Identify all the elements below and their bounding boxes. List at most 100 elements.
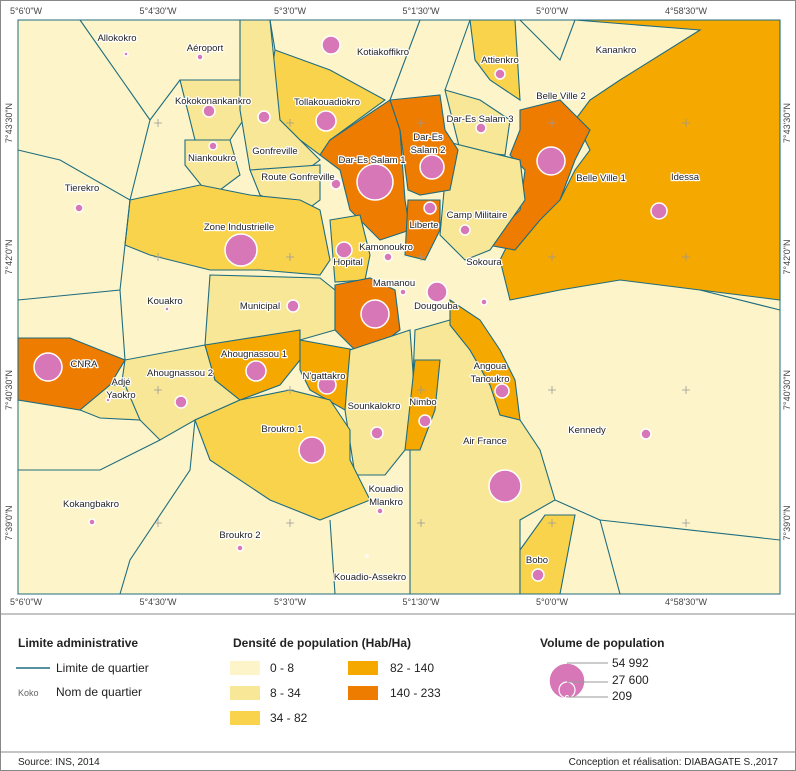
density-label: 8 - 34 — [270, 686, 301, 700]
graticule-cross — [682, 253, 690, 261]
quartier-name: Salam 2 — [411, 145, 446, 156]
quartier-name: Belle Ville 1 — [576, 173, 625, 184]
population-circle — [33, 352, 63, 382]
population-circles — [33, 35, 668, 582]
polygon — [486, 99, 591, 251]
name-sample: Koko — [18, 688, 39, 698]
graticule-cross — [417, 253, 425, 261]
latitude-label: 7°40'30"N — [4, 370, 14, 410]
polygon — [469, 19, 521, 102]
latitude-label: 7°43'30"N — [782, 103, 792, 143]
population-circle — [480, 298, 488, 306]
quartier-name: Municipal — [240, 301, 280, 312]
graticule-cross — [154, 519, 162, 527]
graticule-cross — [286, 519, 294, 527]
quartier-name: Sokoura — [466, 257, 502, 268]
population-circle — [370, 426, 384, 440]
graticule-cross — [548, 386, 556, 394]
quartier-name: Idessa — [671, 172, 700, 183]
graticule-cross — [154, 253, 162, 261]
graticule-cross — [417, 386, 425, 394]
population-circle — [224, 233, 258, 267]
density-swatch — [348, 686, 378, 700]
graticule-cross — [682, 386, 690, 394]
graticule-cross — [286, 253, 294, 261]
graticule-cross — [286, 386, 294, 394]
polygon — [239, 19, 321, 176]
map: Allokokro Aéroport Kotiakoffikro Attienkro K… — [4, 6, 792, 607]
graticule-cross — [417, 119, 425, 127]
population-circle — [164, 306, 170, 312]
legend-title: Volume de population — [540, 636, 664, 650]
latitude-label: 7°39'0"N — [4, 505, 14, 540]
quartier-name: Tollakouadiokro — [294, 97, 360, 108]
population-circle — [317, 375, 337, 395]
quartier-name: Tanoukro — [470, 374, 509, 385]
quartier-name: Ahougnassou 2 — [147, 368, 213, 379]
population-circle — [494, 383, 510, 399]
credit: Conception et réalisation: DIABAGATE S.,… — [569, 757, 779, 768]
quartier-name: Hopital — [333, 257, 363, 268]
quartier-name: Dar-Es Salam 1 — [338, 155, 405, 166]
quartier-name: Kotiakoffikro — [357, 47, 409, 58]
graticule-cross — [548, 119, 556, 127]
quartier-name: Broukro 2 — [219, 530, 260, 541]
latitude-label: 7°40'30"N — [782, 370, 792, 410]
population-circle — [88, 518, 96, 526]
density-swatch — [230, 661, 260, 675]
quartier-name: Route Gonfreville — [261, 172, 334, 183]
population-circle — [105, 397, 111, 403]
graticule-marks — [154, 119, 690, 527]
quartier-name: Mamanou — [373, 278, 415, 289]
quartier-name: Broukro 1 — [261, 424, 302, 435]
legend-title: Limite administrative — [18, 636, 138, 650]
legend-label: Nom de quartier — [56, 685, 142, 699]
quartier-name: Tierekro — [65, 183, 100, 194]
population-circle — [208, 141, 218, 151]
quartier-name: Kokokonankankro — [175, 96, 251, 107]
population-circle — [74, 203, 84, 213]
population-circle — [236, 544, 244, 552]
quartier-name: Kokangbakro — [63, 499, 119, 510]
population-circle — [123, 51, 129, 57]
population-circle — [196, 53, 204, 61]
volume-label: 209 — [612, 689, 632, 703]
quartier-name: Dar-Es Salam 3 — [446, 114, 513, 125]
quartier-name: Adjé — [111, 377, 130, 388]
polygon — [404, 199, 441, 261]
polygon — [344, 329, 416, 476]
quartier-labels: Allokokro Aéroport Kotiakoffikro Attienkro K… — [62, 32, 701, 585]
quartier-name: Angoua — [474, 361, 507, 372]
population-circle — [399, 288, 407, 296]
latitude-label: 7°43'30"N — [4, 103, 14, 143]
population-circle — [356, 163, 394, 201]
population-circle — [650, 202, 668, 220]
population-circle — [245, 360, 267, 382]
longitude-label: 5°4'30"W — [139, 6, 177, 16]
quartier-name: Ahougnassou 1 — [221, 349, 287, 360]
longitude-label: 5°4'30"W — [139, 597, 177, 607]
quartier-name: CNRA — [71, 359, 99, 370]
population-circle — [531, 568, 545, 582]
population-circle — [419, 154, 445, 180]
population-circle — [418, 414, 432, 428]
population-circle — [426, 281, 448, 303]
population-circle — [174, 395, 188, 409]
latitude-label: 7°42'0"N — [4, 239, 14, 274]
population-circle — [536, 146, 566, 176]
quartier-name: Bobo — [526, 555, 548, 566]
legend-label: Limite de quartier — [56, 661, 149, 675]
population-circle — [383, 252, 393, 262]
legend: Limite administrative Limite de quartier… — [0, 613, 796, 725]
quartier-name: Nimbo — [409, 397, 436, 408]
polygon — [404, 359, 441, 451]
volume-label: 27 600 — [612, 673, 649, 687]
graticule-cross — [682, 119, 690, 127]
population-circle — [298, 436, 326, 464]
longitude-label: 5°6'0"W — [10, 597, 43, 607]
population-circle — [640, 428, 652, 440]
density-swatch — [348, 661, 378, 675]
quartier-name: Kouadio — [369, 484, 404, 495]
quartier-name: Yaokro — [106, 390, 135, 401]
